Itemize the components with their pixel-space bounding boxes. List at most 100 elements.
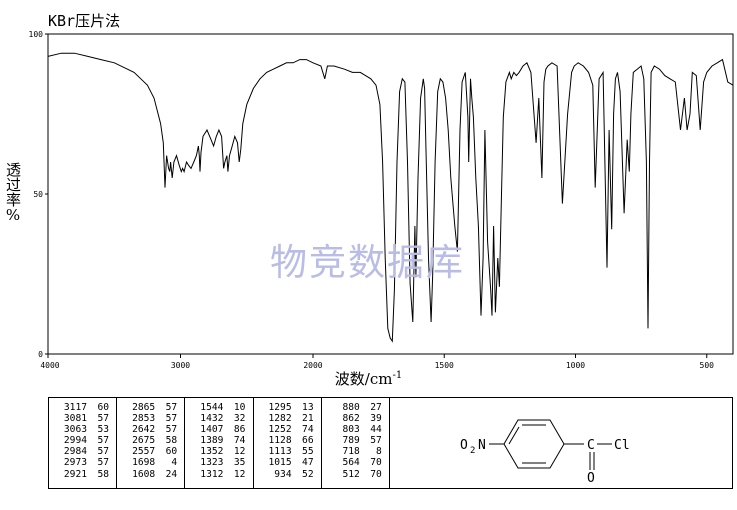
peak-wavenumber: 3117	[63, 402, 87, 413]
peak-wavenumber: 1252	[268, 424, 292, 436]
peak-transmittance: 21	[302, 413, 314, 425]
peak-row: 2984 57	[53, 446, 116, 457]
sample-method-label: KBr压片法	[48, 12, 121, 30]
peak-transmittance: 57	[97, 446, 109, 458]
peak-row: 1544 10	[189, 402, 252, 413]
y-tick-label: 50	[33, 190, 43, 199]
peak-transmittance: 57	[370, 435, 382, 447]
ir-spectrum-chart: 4000 3000 2000 1500 1000 500 0 50 100	[29, 30, 734, 370]
peak-row: 1352 12	[189, 446, 252, 457]
peak-row: 1608 24	[121, 469, 184, 480]
peak-transmittance: 12	[233, 446, 246, 458]
peak-row: 1295 13	[258, 402, 321, 413]
peak-row: 1113 55	[258, 446, 321, 457]
peak-wavenumber: 718	[342, 446, 360, 458]
peak-wavenumber: 1407	[200, 424, 224, 436]
nitro-n-label: N	[478, 438, 486, 453]
peak-table: 3117 60 3081 57 3063 53 2994 57 2984 57 2973 57 2921…	[48, 397, 390, 489]
peak-wavenumber: 2557	[132, 446, 156, 458]
peak-row: 803 44	[326, 424, 389, 435]
peak-transmittance: 58	[97, 468, 109, 480]
chlorine-label: Cl	[614, 438, 630, 453]
peak-row: 718 8	[326, 446, 389, 457]
peak-wavenumber: 3081	[63, 413, 87, 425]
peak-column: 1544 10 1432 32 1407 86 1389 74 1352 12 1323 35 1312…	[185, 398, 254, 488]
peak-row: 2642 57	[121, 424, 184, 435]
peak-transmittance: 70	[370, 468, 382, 480]
peak-row: 1015 47	[258, 457, 321, 468]
peak-wavenumber: 2984	[63, 446, 87, 458]
carbonyl-c-label: C	[587, 438, 595, 453]
peak-wavenumber: 1015	[268, 457, 292, 469]
peak-row: 2853 57	[121, 413, 184, 424]
peak-row: 1128 66	[258, 435, 321, 446]
peak-row: 3081 57	[53, 413, 116, 424]
benzene-ring	[503, 419, 565, 469]
peak-wavenumber: 2675	[132, 435, 156, 447]
peak-wavenumber: 2853	[132, 413, 156, 425]
peak-transmittance: 4	[171, 457, 178, 469]
peak-row: 1389 74	[189, 435, 252, 446]
peak-row: 3063 53	[53, 424, 116, 435]
x-tick-label: 2000	[303, 361, 322, 370]
ring-double-bond	[508, 426, 520, 445]
peak-transmittance: 74	[233, 435, 246, 447]
peak-row: 934 52	[258, 469, 321, 480]
peak-row: 512 70	[326, 469, 389, 480]
peak-row: 2557 60	[121, 446, 184, 457]
x-tick-label: 4000	[40, 361, 59, 370]
peak-transmittance: 57	[165, 402, 178, 413]
peak-row: 3117 60	[53, 402, 116, 413]
peak-transmittance: 58	[165, 435, 178, 447]
peak-wavenumber: 1295	[268, 402, 292, 413]
peak-transmittance: 55	[302, 446, 314, 458]
peak-wavenumber: 1389	[200, 435, 224, 447]
peak-row: 862 39	[326, 413, 389, 424]
peak-transmittance: 32	[233, 413, 246, 425]
peak-row: 789 57	[326, 435, 389, 446]
x-axis-title: 波数/cm	[334, 370, 393, 388]
peak-transmittance: 27	[370, 402, 382, 413]
y-axis-title: 透过率	[4, 162, 22, 207]
x-tick-label: 3000	[171, 361, 190, 370]
peak-wavenumber: 2973	[63, 457, 87, 469]
x-axis-label: 波数/cm-1	[0, 368, 737, 389]
peak-row: 1407 86	[189, 424, 252, 435]
ticks-group: 4000 3000 2000 1500 1000 500 0 50 100	[29, 30, 715, 370]
peak-row: 2675 58	[121, 435, 184, 446]
peak-row: 1698 4	[121, 457, 184, 468]
watermark: 物竞数据库	[270, 241, 465, 284]
nitro-o-label: O	[460, 438, 468, 453]
peak-transmittance: 66	[302, 435, 314, 447]
peak-wavenumber: 512	[342, 468, 360, 480]
peak-transmittance: 57	[97, 413, 109, 425]
peak-row: 1282 21	[258, 413, 321, 424]
x-tick-label: 1500	[435, 361, 454, 370]
peak-row: 1323 35	[189, 457, 252, 468]
peak-transmittance: 10	[233, 402, 246, 413]
peak-transmittance: 52	[302, 468, 314, 480]
peak-transmittance: 44	[370, 424, 382, 436]
peak-wavenumber: 1432	[200, 413, 224, 425]
peak-transmittance: 47	[302, 457, 314, 469]
peak-wavenumber: 1698	[132, 457, 156, 469]
peak-transmittance: 86	[233, 424, 246, 436]
peak-transmittance: 12	[233, 468, 246, 480]
peak-wavenumber: 1312	[200, 468, 224, 480]
y-tick-label: 0	[38, 350, 43, 359]
peak-wavenumber: 1282	[268, 413, 292, 425]
carbonyl-o-label: O	[587, 471, 595, 486]
y-axis-unit: %	[5, 205, 21, 224]
peak-transmittance: 13	[302, 402, 314, 413]
peak-wavenumber: 2921	[63, 468, 87, 480]
peak-transmittance: 74	[302, 424, 314, 436]
peak-wavenumber: 1323	[200, 457, 224, 469]
x-tick-label: 500	[700, 361, 715, 370]
peak-transmittance: 53	[97, 424, 109, 436]
peak-transmittance: 35	[233, 457, 246, 469]
peak-transmittance: 60	[165, 446, 178, 458]
peak-wavenumber: 1544	[200, 402, 224, 413]
peak-row: 2973 57	[53, 457, 116, 468]
chemical-structure-panel: O 2 N C Cl O	[389, 397, 733, 489]
peak-wavenumber: 862	[342, 413, 360, 425]
